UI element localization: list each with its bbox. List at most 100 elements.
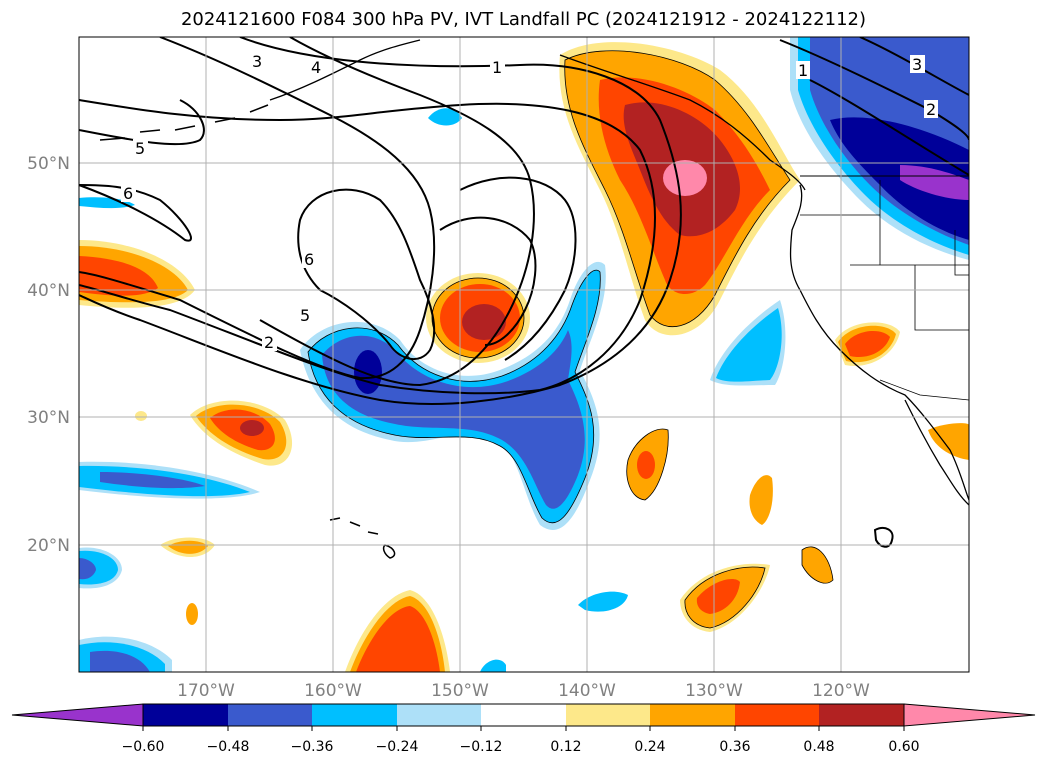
contour-label-6b: 6 — [304, 250, 314, 269]
contour-label-3b: 3 — [912, 55, 922, 74]
pc-fill-layer — [79, 37, 969, 672]
hawaii-islands — [329, 517, 396, 559]
contour-label-6: 6 — [123, 184, 133, 203]
lon-label-130w: 130°W — [685, 681, 743, 701]
coastline-alaska — [269, 39, 806, 191]
colorbar-bin-6 — [566, 704, 650, 726]
colorbar-ticks — [142, 726, 905, 731]
colorbar-frame — [142, 703, 905, 727]
positive-anomaly-small-d — [802, 546, 833, 584]
negative-anomaly-se-2 — [716, 308, 782, 382]
positive-anomaly-baja — [928, 423, 969, 460]
state-borders — [800, 180, 969, 331]
pv-contour-1 — [79, 37, 682, 406]
negative-anomaly-mid-small — [578, 591, 628, 612]
colorbar-extend-min — [11, 703, 144, 727]
colorbar-extend-max — [903, 703, 1036, 727]
lat-label-20n: 20°N — [27, 536, 70, 556]
contour-label-5b: 5 — [300, 306, 310, 325]
colorbar-label-9: 0.48 — [803, 739, 834, 755]
lon-labels: 170°W 160°W 150°W 140°W 130°W 120°W — [177, 681, 870, 701]
negative-anomaly-25n-3 — [100, 472, 205, 489]
outline-mid — [431, 277, 525, 359]
colorbar-bin-3 — [312, 704, 397, 726]
colorbar-label-4: −0.24 — [376, 739, 419, 755]
lon-label-140w: 140°W — [558, 681, 616, 701]
pv-contour-4 — [259, 37, 535, 387]
lat-label-30n: 30°N — [27, 408, 70, 428]
colorbar-bin-9 — [819, 704, 904, 726]
contour-label-1b: 1 — [798, 61, 808, 80]
colorbar-label-8: 0.36 — [719, 739, 750, 755]
positive-anomaly-small-c2 — [168, 540, 208, 554]
negative-anomaly-sw-3 — [79, 558, 96, 580]
lat-label-50n: 50°N — [27, 154, 70, 174]
positive-anomaly-small-b — [749, 475, 773, 525]
outline-15n — [684, 566, 766, 629]
outline-central — [307, 269, 601, 524]
coastline-layer — [99, 39, 969, 559]
positive-anomaly-15n-3 — [696, 578, 740, 614]
pv-contour-2 — [79, 99, 656, 395]
chart-title: 2024121600 F084 300 hPa PV, IVT Landfall… — [180, 9, 867, 30]
colorbar-label-6: 0.12 — [550, 739, 581, 755]
pv-contour-5 — [79, 99, 205, 146]
positive-anomaly-30n-4 — [240, 420, 264, 436]
positive-anomaly-west-3 — [79, 256, 158, 296]
pv-contour-6 — [79, 184, 192, 242]
map-frame — [78, 36, 970, 673]
pv-contour-9 — [459, 176, 577, 361]
positive-anomaly-small-a2 — [637, 451, 655, 479]
colorbar-label-7: 0.24 — [634, 739, 665, 755]
positive-anomaly-tiny — [186, 603, 198, 625]
lon-label-150w: 150°W — [431, 681, 489, 701]
pv-contour-layer — [79, 37, 969, 548]
outline-small-a — [626, 428, 669, 501]
colorbar-label-2: −0.48 — [207, 739, 250, 755]
coastline-na-west — [789, 184, 969, 501]
pv-contour-8 — [439, 216, 537, 346]
positive-anomaly-ca-3 — [845, 330, 890, 358]
colorbar-label-3: −0.36 — [291, 739, 334, 755]
colorbar-bin-2 — [228, 704, 312, 726]
lat-label-40n: 40°N — [27, 281, 70, 301]
negative-anomaly-ne-4 — [830, 117, 969, 240]
colorbar-label-5: −0.12 — [460, 739, 503, 755]
colorbar: −0.60 −0.48 −0.36 −0.24 −0.12 0.12 0.24 … — [11, 703, 1036, 755]
pv-contour-10 — [779, 39, 969, 141]
negative-anomaly-tiny-3 — [480, 659, 506, 672]
pv-contour-3 — [79, 37, 436, 380]
colorbar-bin-5 — [481, 704, 566, 726]
lon-label-170w: 170°W — [177, 681, 235, 701]
negative-anomaly-bottom-3 — [90, 650, 150, 672]
lon-label-160w: 160°W — [304, 681, 362, 701]
lat-labels: 50°N 40°N 30°N 20°N — [27, 154, 70, 556]
pv-contour-12 — [809, 79, 969, 176]
colorbar-label-1: −0.60 — [122, 739, 165, 755]
contour-labels: 1 1 2 2 3 3 4 5 5 6 6 — [121, 52, 938, 352]
outline-small-d — [801, 546, 834, 584]
negative-anomaly-ne-5 — [900, 165, 969, 200]
contour-label-2b: 2 — [926, 100, 936, 119]
colorbar-bin-7 — [650, 704, 735, 726]
positive-anomaly-south-3 — [356, 606, 440, 672]
negative-anomaly-central-core — [354, 350, 382, 394]
contour-label-2: 2 — [264, 333, 274, 352]
positive-anomaly-mid-4 — [462, 304, 506, 340]
negative-anomaly-central-3 — [322, 330, 585, 509]
contour-label-3: 3 — [252, 52, 262, 71]
aleutians — [99, 104, 269, 141]
mexico-border — [879, 379, 969, 401]
colorbar-bin-4 — [397, 704, 481, 726]
negative-anomaly-tiny — [428, 108, 462, 126]
gridlines — [79, 37, 969, 672]
colorbar-bin-1 — [143, 704, 228, 726]
pv-contour-13 — [873, 527, 894, 548]
positive-anomaly-tiny-2 — [135, 411, 147, 421]
colorbar-bin-8 — [735, 704, 819, 726]
colorbar-label-10: 0.60 — [888, 739, 919, 755]
contour-label-1: 1 — [492, 58, 502, 77]
positive-anomaly-alaska-5 — [663, 160, 707, 196]
contour-label-5: 5 — [135, 139, 145, 158]
